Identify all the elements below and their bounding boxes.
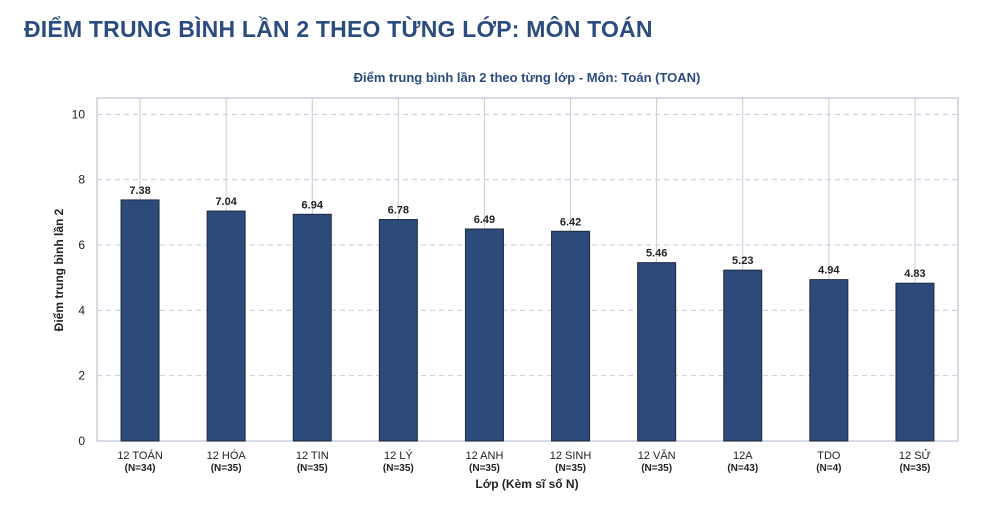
bar-value-label: 6.78 [388,205,409,217]
bar [378,219,418,442]
x-tick-label: TDO [817,450,841,462]
x-tick-label: 12 SỬ [899,449,931,462]
x-tick-sublabel: (N=35) [211,463,242,474]
bar [723,269,763,442]
x-tick-sublabel: (N=4) [816,463,841,474]
x-axis-ticks: 12 TOÁN(N=34)12 HÓA(N=35)12 TIN(N=35)12 … [117,449,931,474]
x-tick-sublabel: (N=35) [383,463,414,474]
bar [895,282,935,442]
bar [551,230,591,442]
y-tick-label: 0 [78,434,85,448]
y-tick-label: 2 [78,369,85,383]
y-tick-label: 10 [72,107,86,121]
bar-value-label: 5.23 [732,255,753,267]
bar-value-label: 6.49 [474,214,495,226]
x-tick-label: 12 TOÁN [117,449,163,462]
x-tick-label: 12 HÓA [207,449,247,462]
bars: 7.38 7.04 6.94 6.78 6.49 6.42 5.46 5.23 4.94 4.83 [120,185,935,442]
y-tick-label: 4 [78,303,85,317]
x-tick-sublabel: (N=43) [727,463,758,474]
bar [637,262,677,442]
x-tick-label: 12 ANH [465,450,503,462]
x-tick-sublabel: (N=35) [297,463,328,474]
bar-value-label: 6.94 [302,199,324,211]
bar [292,213,332,442]
bar-value-label: 6.42 [560,216,581,228]
x-tick-sublabel: (N=35) [555,463,586,474]
x-tick-label: 12A [733,450,753,462]
chart-title: Điểm trung bình lần 2 theo từng lớp - Mô… [354,70,701,85]
x-tick-sublabel: (N=35) [900,463,931,474]
bar [809,279,849,442]
x-tick-sublabel: (N=34) [125,463,156,474]
x-tick-label: 12 TIN [296,450,329,462]
bar-value-label: 4.94 [818,265,840,277]
y-tick-label: 8 [78,173,85,187]
bar [464,228,504,442]
x-tick-sublabel: (N=35) [641,463,672,474]
page-heading: ĐIỂM TRUNG BÌNH LẦN 2 THEO TỪNG LỚP: MÔN… [24,16,653,42]
bar [120,199,160,442]
plot-frame [96,97,959,442]
bar-value-label: 4.83 [904,268,925,280]
y-axis-ticks: 0 2 4 6 8 10 [72,107,86,448]
x-tick-label: 12 VĂN [638,449,676,462]
x-axis-label: Lớp (Kèm sĩ số N) [475,477,578,491]
bar-value-label: 7.38 [129,185,150,197]
x-tick-sublabel: (N=35) [469,463,500,474]
x-tick-label: 12 SINH [550,450,592,462]
y-axis-label: Điểm trung bình lần 2 [52,208,66,331]
x-tick-label: 12 LÝ [384,449,413,462]
bar-value-label: 5.46 [646,248,667,260]
bar-value-label: 7.04 [215,196,237,208]
y-tick-label: 6 [78,238,85,252]
bar [206,210,246,442]
